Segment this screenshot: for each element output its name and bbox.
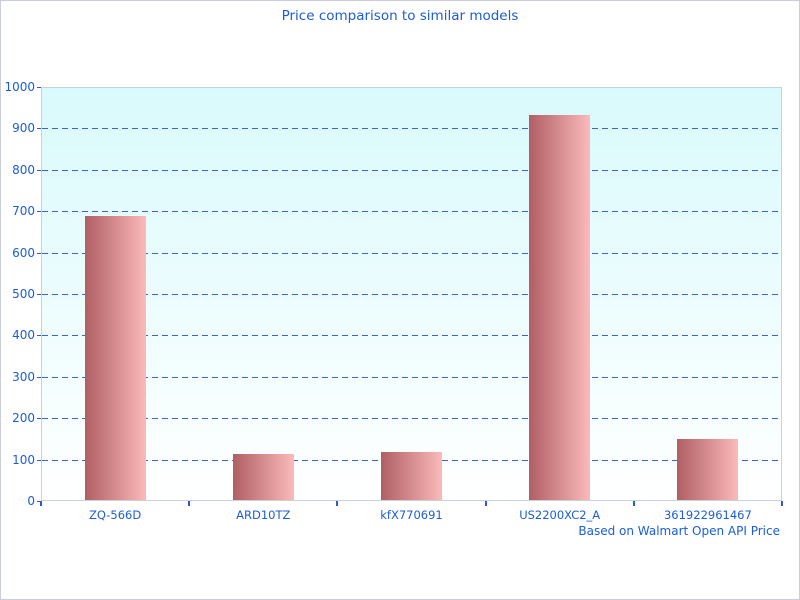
bar-ARD10TZ xyxy=(232,453,294,500)
y-axis-label-900: 900 xyxy=(12,121,35,136)
y-axis-label-300: 300 xyxy=(12,369,35,384)
gridline-700 xyxy=(42,211,781,213)
y-axis-tick xyxy=(37,252,41,254)
y-axis-tick xyxy=(37,501,41,502)
plot-area xyxy=(41,87,782,501)
bar-361922961467 xyxy=(677,439,739,500)
y-axis-label-600: 600 xyxy=(12,245,35,260)
x-axis-tick xyxy=(336,501,339,506)
bar-US2200XC2_A xyxy=(529,114,591,500)
gridline-200 xyxy=(42,418,781,420)
gridline-300 xyxy=(42,376,781,378)
x-axis-tick xyxy=(484,501,487,506)
y-axis-label-0: 0 xyxy=(27,494,35,508)
footer-note: Based on Walmart Open API Price xyxy=(578,524,780,538)
y-axis-tick xyxy=(37,418,41,420)
y-axis-label-200: 200 xyxy=(12,411,35,426)
gridline-500 xyxy=(42,294,781,295)
x-axis-label-US2200XC2_A: US2200XC2_A xyxy=(519,508,601,522)
x-axis-tick xyxy=(781,501,783,506)
y-axis-label-800: 800 xyxy=(12,162,35,177)
x-axis-label-ZQ-566D: ZQ-566D xyxy=(88,508,142,522)
y-axis-tick xyxy=(37,294,41,295)
x-axis-label-ARD10TZ: ARD10TZ xyxy=(236,508,291,522)
y-axis-tick xyxy=(37,376,41,378)
y-axis-label-400: 400 xyxy=(12,328,35,343)
y-axis-tick xyxy=(37,459,41,461)
bar-kfX770691 xyxy=(381,452,442,500)
x-axis-tick xyxy=(188,501,191,506)
y-axis-label-700: 700 xyxy=(12,204,35,219)
x-axis-tick xyxy=(40,501,42,506)
x-axis-tick xyxy=(632,501,635,506)
x-axis-label-kfX770691: kfX770691 xyxy=(380,508,443,522)
y-axis-tick xyxy=(37,335,41,337)
y-axis-label-1000: 1000 xyxy=(4,80,35,94)
gridline-800 xyxy=(42,169,781,171)
bar-ZQ-566D xyxy=(84,215,146,500)
y-axis-tick xyxy=(37,211,41,213)
chart-title: Price comparison to similar models xyxy=(281,8,519,24)
y-axis-tick xyxy=(37,87,41,88)
y-axis-label-500: 500 xyxy=(12,287,35,301)
x-axis-label-361922961467: 361922961467 xyxy=(663,508,752,522)
gridline-900 xyxy=(42,128,781,130)
y-axis-label-100: 100 xyxy=(12,452,35,467)
gridline-600 xyxy=(42,252,781,254)
gridline-400 xyxy=(42,335,781,337)
y-axis-tick xyxy=(37,169,41,171)
y-axis-tick xyxy=(37,128,41,130)
